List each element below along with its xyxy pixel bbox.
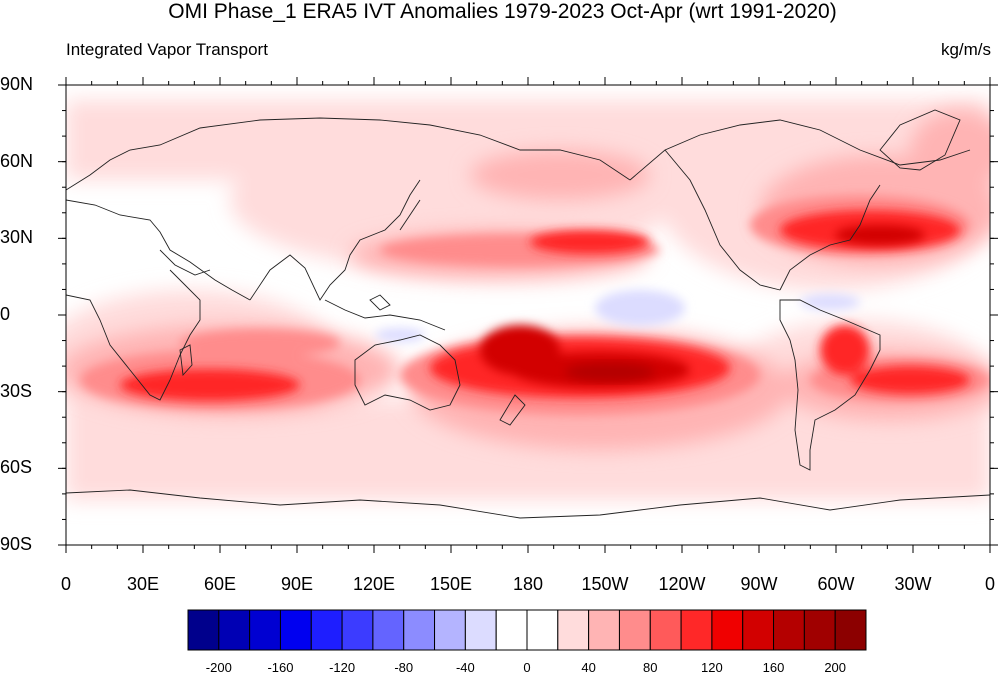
lon-label: 30E xyxy=(126,574,160,594)
colorbar-swatch xyxy=(711,609,744,651)
lat-label: 60S xyxy=(0,457,33,478)
map-title: OMI Phase_1 ERA5 IVT Anomalies 1979-2023… xyxy=(168,0,837,23)
colorbar-tick-label: 160 xyxy=(762,660,785,675)
colorbar-swatch xyxy=(495,609,528,651)
colorbar-swatch xyxy=(218,609,251,651)
colorbar-swatch xyxy=(742,609,775,651)
colorbar-swatch xyxy=(372,609,405,651)
colorbar-swatch xyxy=(588,609,620,651)
lon-label: 0 xyxy=(60,574,72,594)
colorbar-swatch xyxy=(557,609,590,651)
anomaly-field xyxy=(66,85,990,545)
lon-label: 120E xyxy=(352,574,396,594)
colorbar-swatch xyxy=(403,609,436,651)
colorbar-tick-label: 200 xyxy=(824,660,847,675)
colorbar-swatch xyxy=(434,609,466,651)
colorbar-swatch xyxy=(341,609,374,651)
colorbar-swatch xyxy=(249,609,281,651)
colorbar-tick-label: 80 xyxy=(643,660,658,675)
colorbar-swatch xyxy=(526,609,559,651)
lat-label: 30S xyxy=(0,380,33,401)
lon-label: 90W xyxy=(740,574,778,594)
lon-label: 60W xyxy=(817,574,855,594)
colorbar-swatch xyxy=(680,609,713,651)
lon-label: 90E xyxy=(280,574,314,594)
colorbar-tick-label: -200 xyxy=(205,660,232,675)
variable-label: Integrated Vapor Transport xyxy=(66,40,268,59)
colorbar-tick-label: -80 xyxy=(394,660,414,675)
units-label: kg/m/s xyxy=(940,40,991,59)
colorbar-swatch xyxy=(834,609,867,651)
colorbar-tick-label: 0 xyxy=(523,660,531,675)
lon-label: 30W xyxy=(894,574,932,594)
lat-label: 90N xyxy=(0,74,34,94)
lat-label: 60N xyxy=(0,150,34,171)
colorbar-tick-label: 40 xyxy=(581,660,596,675)
lon-label: 150E xyxy=(429,574,473,594)
colorbar xyxy=(187,609,867,651)
lon-label: 120W xyxy=(658,574,706,594)
colorbar-swatch xyxy=(310,609,343,651)
colorbar-swatch xyxy=(649,609,682,651)
lat-label: 30N xyxy=(0,227,34,248)
colorbar-swatch xyxy=(803,609,836,651)
lat-label: 0 xyxy=(0,304,11,324)
colorbar-tick-label: -160 xyxy=(267,660,294,675)
axis-ticks xyxy=(58,77,998,553)
colorbar-tick-label: -40 xyxy=(455,660,475,675)
lon-label: 0 xyxy=(984,574,996,594)
coastlines xyxy=(66,109,990,519)
colorbar-swatch xyxy=(773,609,805,651)
colorbar-swatch xyxy=(464,609,497,651)
colorbar-swatch xyxy=(618,609,651,651)
lon-label: 150W xyxy=(581,574,629,594)
colorbar-tick-label: -120 xyxy=(329,660,356,675)
lon-label: 60E xyxy=(203,574,237,594)
lon-label: 180 xyxy=(512,574,544,594)
colorbar-tick-label: 120 xyxy=(701,660,723,675)
colorbar-swatch xyxy=(187,609,220,651)
colorbar-swatch xyxy=(279,609,312,651)
lat-label: 90S xyxy=(0,534,33,554)
